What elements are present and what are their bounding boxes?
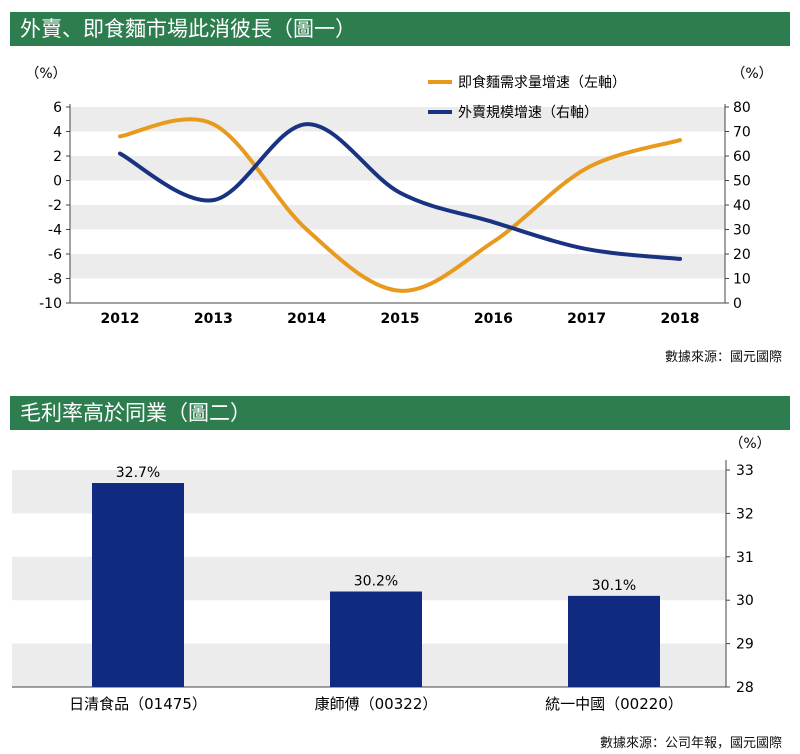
- chart2-bar-value-label: 30.2%: [354, 574, 398, 590]
- chart1-right-tick-label: 30: [733, 223, 751, 239]
- chart1-right-tick-label: 70: [733, 125, 751, 141]
- chart1-left-tick-label: 2: [53, 149, 62, 165]
- chart2-source: 數據來源：公司年報，國元國際: [599, 736, 782, 751]
- chart1-left-tick-label: -6: [48, 247, 62, 263]
- chart1-series: [118, 117, 682, 293]
- chart1-right-tick-label: 20: [733, 247, 751, 263]
- chart2-bar-value-label: 30.1%: [592, 578, 636, 594]
- chart1-x-tick-label: 2014: [287, 311, 326, 327]
- chart2-bar-value-label: 32.7%: [116, 465, 160, 481]
- chart1-x-tick-label: 2012: [101, 311, 140, 327]
- chart1-legend: 即食麵需求量增速（左軸） 外賣規模增速（右軸）: [428, 74, 626, 121]
- chart1-left-tick-label: -2: [48, 198, 62, 214]
- chart2-tick-label: 28: [736, 680, 754, 696]
- chart2-tick-label: 32: [736, 506, 754, 522]
- chart2-tick-label: 31: [736, 550, 754, 566]
- chart1-right-ticks: 80 70 60 50 40 30 20 10 0: [725, 100, 751, 312]
- chart2-bar: [568, 595, 660, 687]
- chart2-bar-chart: 33 32 31 30 29 28 32.7% 30.2% 30.1% 日清食品（01475）…: [12, 436, 771, 713]
- chart1-x-tick-label: 2016: [474, 311, 513, 327]
- chart2-tick-label: 29: [736, 637, 754, 653]
- chart2-unit: （%）: [729, 436, 770, 452]
- chart1-band: [70, 107, 725, 132]
- chart2-category-label: 統一中國（00220）: [545, 695, 683, 713]
- chart2-categories: 日清食品（01475） 康師傅（00322） 統一中國（00220）: [69, 695, 683, 713]
- chart1-right-tick-label: 0: [733, 296, 742, 312]
- chart1-left-tick-label: -8: [48, 272, 62, 288]
- chart1-left-ticks: 6 4 2 0 -2 -4 -6 -8 -10: [39, 100, 70, 312]
- chart1-left-tick-label: 0: [53, 174, 62, 190]
- chart1-source: 數據來源：國元國際: [664, 350, 782, 365]
- chart1-x-tick-label: 2013: [194, 311, 233, 327]
- chart1-right-tick-label: 80: [733, 100, 751, 116]
- chart2-bars: 32.7% 30.2% 30.1%: [92, 465, 660, 687]
- chart1-right-tick-label: 10: [733, 272, 751, 288]
- chart1-right-tick-label: 50: [733, 174, 751, 190]
- chart1-x-ticks: 2012 2013 2014 2015 2016 2017 2018: [101, 311, 700, 327]
- chart1-left-unit: （%）: [25, 66, 66, 82]
- chart1-x-tick-label: 2017: [567, 311, 606, 327]
- chart1-bands: [69, 104, 726, 304]
- chart1-left-tick-label: -10: [39, 296, 62, 312]
- chart1-left-tick-label: 6: [53, 100, 62, 116]
- chart1-legend-label: 即食麵需求量增速（左軸）: [458, 74, 626, 91]
- chart2-tick-label: 30: [736, 593, 754, 609]
- chart1-right-unit: （%）: [731, 66, 772, 82]
- chart1-section-title: 外賣、即食麵市場此消彼長（圖一）: [10, 12, 790, 46]
- chart1-band: [70, 156, 725, 181]
- chart1-right-tick-label: 60: [733, 149, 751, 165]
- chart1-band: [70, 205, 725, 230]
- chart1-legend-label: 外賣規模增速（右軸）: [458, 105, 598, 121]
- chart2-section-title: 毛利率高於同業（圖二）: [10, 396, 790, 430]
- chart2-category-label: 日清食品（01475）: [69, 695, 207, 713]
- chart2-ticks: 33 32 31 30 29 28: [726, 463, 754, 696]
- chart1-left-tick-label: -4: [48, 223, 62, 239]
- chart1-series-line-1: [118, 122, 682, 261]
- chart1-x-tick-label: 2015: [381, 311, 420, 327]
- chart2-bar: [92, 483, 184, 687]
- chart1-band: [70, 254, 725, 279]
- chart1-right-tick-label: 40: [733, 198, 751, 214]
- chart2-bar: [330, 591, 422, 687]
- chart1-left-tick-label: 4: [53, 125, 62, 141]
- chart2-category-label: 康師傅（00322）: [315, 695, 438, 713]
- chart2-tick-label: 33: [736, 463, 754, 479]
- chart1-x-tick-label: 2018: [661, 311, 700, 327]
